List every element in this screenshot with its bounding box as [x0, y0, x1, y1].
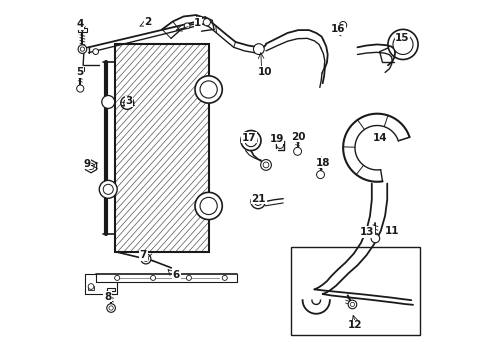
Circle shape: [254, 198, 262, 206]
Circle shape: [78, 45, 86, 53]
Circle shape: [106, 304, 115, 312]
Text: 12: 12: [347, 320, 362, 330]
Circle shape: [293, 147, 301, 155]
Bar: [115, 44, 208, 252]
Circle shape: [121, 96, 133, 109]
Text: 11: 11: [384, 226, 399, 236]
Circle shape: [244, 134, 257, 147]
Circle shape: [88, 163, 94, 170]
Circle shape: [102, 95, 115, 108]
Text: 8: 8: [103, 292, 111, 302]
Circle shape: [141, 254, 151, 264]
Circle shape: [99, 180, 117, 198]
Circle shape: [241, 131, 261, 150]
Text: 13: 13: [359, 227, 374, 237]
Circle shape: [195, 76, 222, 103]
Circle shape: [370, 234, 379, 243]
Text: 19: 19: [269, 134, 284, 144]
Text: 1: 1: [194, 18, 201, 28]
Text: 6: 6: [172, 270, 180, 280]
Bar: [78, 28, 86, 32]
Bar: [77, 67, 83, 71]
Circle shape: [250, 194, 265, 209]
Circle shape: [222, 275, 227, 280]
Circle shape: [88, 284, 94, 289]
Bar: [106, 288, 115, 291]
Circle shape: [387, 30, 417, 59]
Text: 17: 17: [241, 133, 256, 143]
Circle shape: [200, 81, 217, 98]
Circle shape: [195, 192, 222, 220]
Circle shape: [77, 85, 83, 92]
Text: 18: 18: [315, 158, 329, 168]
Text: 16: 16: [330, 24, 345, 35]
Bar: [290, 247, 419, 335]
Text: 2: 2: [144, 17, 151, 27]
Circle shape: [186, 275, 191, 280]
Text: 7: 7: [140, 250, 147, 260]
Text: 5: 5: [77, 67, 84, 77]
Circle shape: [260, 159, 271, 170]
Circle shape: [103, 184, 113, 194]
Circle shape: [263, 162, 268, 168]
Text: 10: 10: [258, 67, 272, 77]
Text: 20: 20: [290, 132, 305, 142]
Circle shape: [276, 141, 283, 148]
Text: 15: 15: [394, 33, 409, 43]
Bar: [115, 44, 208, 252]
Circle shape: [392, 35, 412, 54]
Text: 21: 21: [251, 194, 265, 204]
Bar: [88, 286, 94, 290]
Circle shape: [203, 19, 210, 26]
Circle shape: [93, 49, 99, 54]
Circle shape: [253, 44, 264, 54]
Circle shape: [115, 275, 120, 280]
Circle shape: [347, 300, 356, 309]
Circle shape: [123, 99, 131, 107]
Circle shape: [200, 197, 217, 215]
Text: 9: 9: [83, 159, 90, 169]
Circle shape: [143, 256, 148, 261]
Text: 14: 14: [372, 133, 386, 143]
Circle shape: [150, 275, 155, 280]
Circle shape: [109, 306, 113, 310]
Circle shape: [184, 23, 190, 29]
Text: 3: 3: [125, 96, 132, 106]
Circle shape: [316, 171, 324, 179]
Circle shape: [349, 302, 354, 307]
Circle shape: [339, 22, 346, 29]
Text: 4: 4: [77, 19, 84, 29]
Circle shape: [80, 47, 84, 51]
